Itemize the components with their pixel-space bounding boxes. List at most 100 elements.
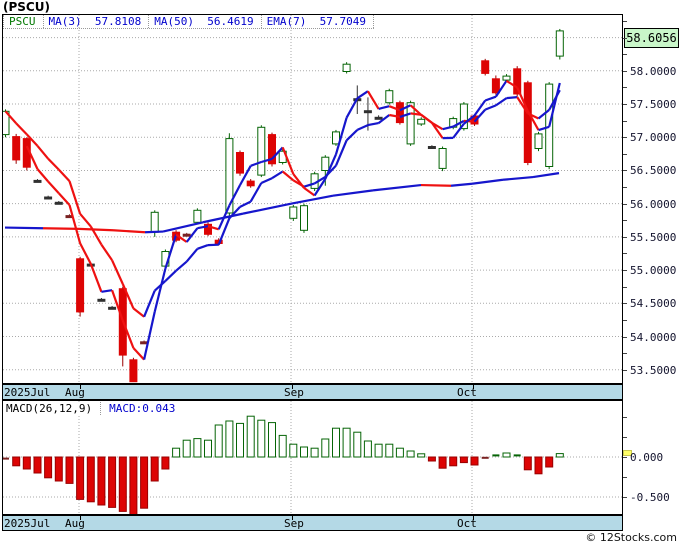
date-label: Aug	[65, 386, 85, 399]
date-axis-top: 2025Jul Aug Sep Oct	[2, 384, 623, 400]
axis-tick	[623, 337, 627, 338]
legend-symbol: PSCU	[4, 15, 44, 28]
price-axis: 58.6056 58.0000 57.5000 57.0000 56.5000 56.0…	[623, 0, 680, 546]
date-gridline-tick	[292, 516, 293, 520]
macd-bar	[278, 434, 287, 458]
date-gridline-tick	[80, 516, 81, 520]
axis-tick	[623, 320, 627, 321]
macd-bar	[332, 427, 340, 458]
axis-tick	[623, 220, 627, 221]
axis-tick	[623, 21, 627, 22]
candle	[289, 206, 298, 219]
macd-bar	[438, 456, 447, 469]
candle	[342, 63, 351, 73]
candle	[193, 209, 202, 223]
candle	[97, 298, 106, 302]
macd-bar	[225, 420, 234, 458]
axis-tick	[623, 187, 627, 188]
macd-bar	[534, 456, 543, 475]
macd-bar	[385, 443, 394, 458]
macd-bar	[417, 453, 426, 458]
macd-bar	[492, 454, 500, 457]
candle	[246, 180, 255, 187]
candle	[363, 110, 372, 114]
macd-bar	[22, 456, 31, 470]
price-tick-label: 57.0000	[630, 131, 677, 144]
price-tick-label: 55.0000	[630, 264, 677, 277]
macd-bar	[12, 456, 21, 467]
macd-bar	[118, 456, 127, 512]
axis-tick	[623, 87, 627, 88]
candle	[33, 179, 42, 183]
macd-bar	[555, 453, 564, 458]
macd-bar	[97, 456, 106, 506]
price-tick-label: 58.0000	[630, 65, 677, 78]
axis-tick	[623, 204, 627, 205]
axis-tick	[623, 154, 627, 155]
date-gridline-tick	[292, 385, 293, 389]
date-label: Oct	[457, 386, 477, 399]
macd-histogram-chart	[3, 401, 622, 514]
candle	[44, 196, 53, 200]
axis-tick	[623, 253, 627, 254]
candle	[321, 156, 330, 171]
macd-bar	[353, 431, 362, 458]
candle	[182, 233, 191, 237]
macd-bar	[246, 415, 255, 458]
legend-ma50: MA(50) 56.4619	[149, 15, 262, 28]
macd-bar	[406, 450, 415, 458]
axis-tick	[623, 497, 627, 498]
macd-tick-label: -0.500	[630, 491, 670, 504]
candle	[406, 102, 415, 145]
macd-bar	[321, 438, 330, 458]
candle	[150, 211, 159, 233]
macd-bar	[65, 456, 74, 484]
price-tick-label: 54.5000	[630, 297, 677, 310]
macd-bar	[502, 452, 511, 458]
macd-bar	[54, 456, 63, 482]
candle	[555, 30, 564, 57]
macd-bar	[470, 456, 479, 466]
candle	[257, 126, 266, 176]
price-tick-label: 55.5000	[630, 231, 677, 244]
macd-bar	[268, 422, 276, 458]
macd-bar	[182, 439, 191, 458]
date-axis-bottom: 2025Jul Aug Sep Oct	[2, 515, 623, 531]
macd-bar	[108, 456, 117, 508]
candle	[417, 118, 426, 125]
date-gridline-tick	[80, 385, 81, 389]
candle	[332, 131, 340, 145]
candle	[385, 90, 394, 104]
macd-bar	[214, 424, 223, 458]
axis-tick	[623, 477, 627, 478]
date-label: Aug	[65, 517, 85, 530]
candle	[427, 146, 436, 149]
date-label: Oct	[457, 517, 477, 530]
macd-bar	[523, 456, 532, 471]
candle	[534, 133, 543, 150]
macd-bar	[449, 456, 458, 467]
candle	[204, 223, 212, 235]
candle	[481, 60, 490, 74]
price-tick-label: 53.5000	[630, 364, 677, 377]
axis-tick	[623, 270, 627, 271]
candle	[491, 78, 500, 94]
legend-ma3: MA(3) 57.8108	[44, 15, 150, 28]
macd-tick-label: 0.000	[630, 451, 664, 464]
axis-tick	[623, 353, 627, 354]
candlestick-chart	[3, 15, 622, 383]
macd-current-marker	[623, 450, 632, 456]
candle	[108, 306, 117, 310]
macd-params: MACD(26,12,9)	[6, 402, 102, 415]
date-label: Sep	[284, 386, 304, 399]
candle	[523, 82, 532, 163]
candle	[129, 359, 138, 383]
macd-bar	[86, 456, 95, 503]
macd-bar	[374, 443, 383, 458]
macd-bar	[363, 440, 372, 458]
price-tick-label: 57.5000	[630, 98, 677, 111]
macd-bar	[310, 447, 319, 458]
candle	[374, 116, 383, 120]
candle	[236, 152, 244, 174]
